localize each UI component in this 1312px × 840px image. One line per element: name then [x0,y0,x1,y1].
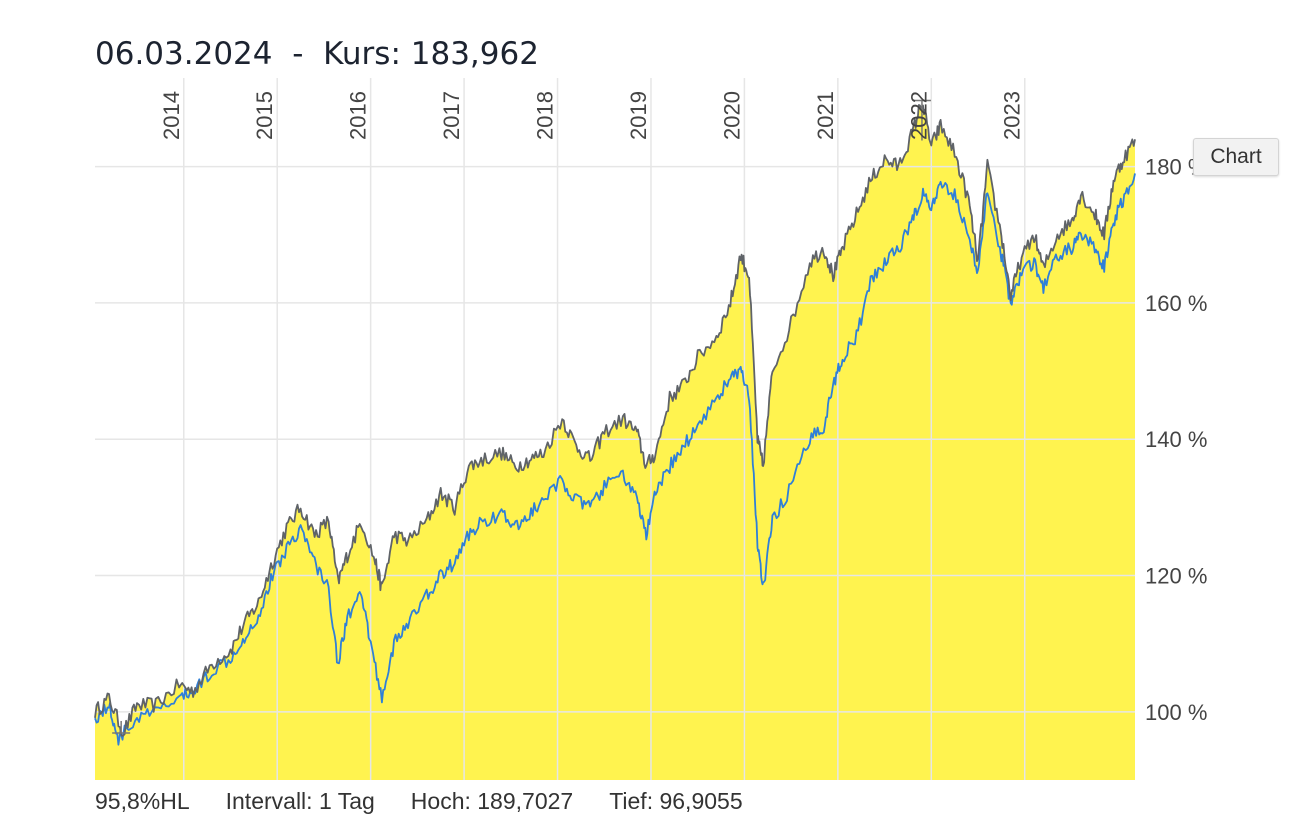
y-tick-label: 120 % [1145,564,1207,589]
footer-low: Tief: 96,9055 [609,788,743,814]
y-tick-label: 100 % [1145,700,1207,725]
footer-interval: Intervall: 1 Tag [225,788,375,814]
x-tick-label: 2019 [626,91,651,140]
area-fill-layer [95,105,1135,780]
footer-scale: 95,8%HL [95,788,190,814]
title-price: 183,962 [410,36,539,72]
x-tick-label: 2014 [159,91,184,140]
x-tick-label: 2018 [533,91,558,140]
y-axis-labels: 100 %120 %140 %160 %180 % [1145,155,1207,725]
x-tick-label: 2022 [906,91,931,140]
x-tick-label: 2023 [1000,91,1025,140]
chart-button[interactable]: Chart [1193,138,1279,176]
chart-footer: 95,8%HL Intervall: 1 Tag Hoch: 189,7027 Tie… [95,788,779,815]
series-line-kurs [94,104,1136,737]
footer-high: Hoch: 189,7027 [410,788,574,814]
title-date: 06.03.2024 [95,36,273,72]
series-line-vergleich [94,173,1136,746]
y-tick-label: 140 % [1145,427,1207,452]
grid-layer [95,78,1135,780]
title-price-label: Kurs: [323,36,401,72]
chart-title: 06.03.2024 - Kurs: 183,962 [95,36,539,72]
title-separator: - [292,36,304,72]
marker-layer [112,99,931,734]
x-tick-label: 2020 [719,91,744,140]
series-area-kurs [95,105,1135,780]
x-tick-label: 2017 [439,91,464,140]
x-tick-label: 2021 [813,91,838,140]
series-layer [94,104,1136,746]
x-tick-label: 2015 [252,91,277,140]
y-tick-label: 160 % [1145,291,1207,316]
x-tick-label: 2016 [346,91,371,140]
x-axis-labels: 2014 2015 2016 2017 2018 2019 2020 2021 2022 2023 [159,91,1025,140]
